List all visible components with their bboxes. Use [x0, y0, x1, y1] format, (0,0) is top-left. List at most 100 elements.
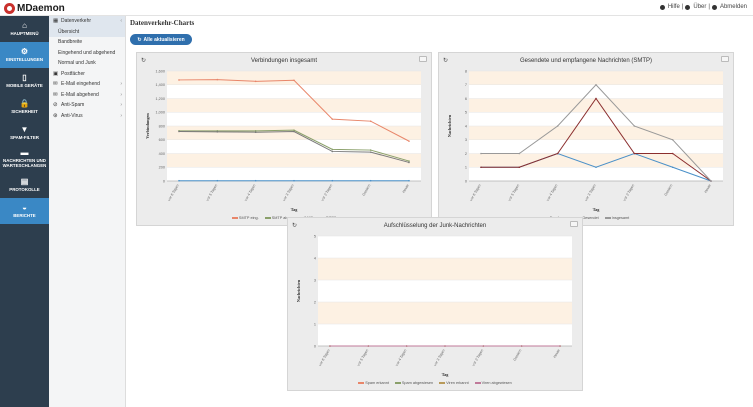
y-tick-label: 7: [465, 83, 467, 87]
data-point: [178, 79, 180, 81]
plot-area: [318, 236, 572, 346]
sub-nav-label: Datenverkehr: [61, 18, 92, 24]
sub-nav-item[interactable]: ▣ Postfächer: [49, 69, 125, 80]
data-point: [216, 78, 219, 81]
top-bar: MDaemon Hilfe | Über | Abmelden: [0, 0, 753, 16]
chart-menu-icon[interactable]: [721, 56, 729, 62]
legend-item[interactable]: Spam erkannt: [358, 381, 389, 385]
y-tick-label: 0: [163, 179, 165, 183]
data-point: [595, 97, 597, 100]
logout-link[interactable]: Abmelden: [719, 4, 747, 10]
x-tick-label: vor 5 Tagen: [507, 184, 520, 202]
legend-item[interactable]: Viren abgewiesen: [474, 381, 512, 385]
app-logo[interactable]: MDaemon: [4, 2, 65, 14]
data-point: [671, 138, 674, 141]
chart-refresh-icon[interactable]: ↻: [292, 223, 298, 229]
sub-nav-item[interactable]: Normal und Junk: [49, 58, 125, 69]
chevron-icon: ‹: [120, 18, 122, 24]
y-tick-label: 2: [465, 152, 467, 156]
chart-refresh-icon[interactable]: ↻: [443, 58, 449, 64]
brand-name: MDaemon: [17, 2, 65, 14]
help-icon: [659, 4, 665, 10]
legend-label: SMTP eing.: [238, 216, 259, 220]
grid-band: [167, 98, 421, 113]
data-point: [408, 160, 410, 162]
nav-item-gear[interactable]: ⚙ EINSTELLUNGEN: [0, 42, 49, 68]
x-tick-label: vor 2 Tagen: [471, 349, 484, 367]
data-point: [444, 345, 446, 347]
sub-nav-item[interactable]: ▦ Datenverkehr ‹: [49, 16, 125, 27]
legend-item[interactable]: Spam abgewiesen: [394, 381, 433, 385]
x-tick-label: vor 4 Tagen: [244, 184, 257, 202]
data-point: [710, 180, 712, 182]
nav-item-filter[interactable]: ▼ SPAM-FILTER: [0, 120, 49, 146]
refresh-all-button[interactable]: ↻ Alle aktualisieren: [130, 34, 192, 45]
data-point: [329, 345, 331, 347]
y-axis-label: Verbindungen: [145, 113, 150, 139]
legend-item[interactable]: Viren erkannt: [439, 381, 469, 385]
main-navigation: ⌂ HAUPTMENÜ ⚙ EINSTELLUNGEN ▯ MOBILE GERÄTE 🔒 S…: [0, 16, 49, 407]
data-point: [293, 130, 295, 133]
data-point: [369, 179, 372, 182]
data-point: [178, 130, 180, 133]
x-tick-label: vor 3 Tagen: [433, 349, 446, 367]
sub-nav-item[interactable]: ✉ E-Mail abgehend ›: [49, 90, 125, 101]
data-point: [254, 131, 257, 133]
x-tick-label: vor 5 Tagen: [205, 184, 218, 202]
data-point: [633, 125, 636, 127]
nav-item-dashboard[interactable]: ◒ BERICHTE: [0, 198, 49, 224]
chart-menu-icon[interactable]: [570, 221, 578, 227]
y-tick-label: 600: [159, 138, 165, 142]
legend-item[interactable]: Insgesamt: [604, 216, 629, 220]
x-tick-label: vor 3 Tagen: [282, 184, 295, 202]
grid-band: [167, 153, 421, 168]
sub-nav-label: Eingehend und abgehend: [58, 49, 116, 56]
about-link[interactable]: Über: [693, 4, 707, 10]
mdaemon-logo-icon: [4, 2, 15, 14]
x-tick-label: vor 6 Tagen: [167, 184, 180, 202]
sub-nav-label: Bandbreite: [58, 39, 83, 45]
legend-item[interactable]: SMTP abg.: [264, 216, 291, 220]
x-tick-label: vor 5 Tagen: [356, 349, 369, 367]
y-axis-label: Nachrichten: [447, 114, 452, 137]
y-tick-label: 4: [314, 256, 316, 260]
nav-item-label: SPAM-FILTER: [10, 134, 39, 140]
legend-item[interactable]: SMTP eing.: [231, 216, 259, 220]
grid-band: [318, 302, 572, 324]
chevron-icon: ›: [120, 102, 122, 108]
sub-nav-label: Normal und Junk: [58, 60, 96, 66]
y-tick-label: 1,400: [155, 83, 165, 87]
legend-swatch: [604, 217, 611, 219]
nav-item-mobile[interactable]: ▯ MOBILE GERÄTE: [0, 68, 49, 94]
sub-nav-item[interactable]: Übersicht: [49, 26, 125, 37]
sub-nav-item[interactable]: ⊘ Anti-Spam ›: [49, 100, 125, 111]
y-tick-label: 400: [159, 152, 165, 156]
grid-band: [167, 126, 421, 140]
y-tick-label: 6: [465, 97, 467, 101]
sub-nav-item[interactable]: Bandbreite: [49, 37, 125, 48]
x-tick-label: Gestern: [664, 184, 674, 197]
separator: |: [708, 4, 710, 10]
data-point: [595, 166, 597, 169]
data-point: [559, 345, 561, 347]
data-point: [331, 150, 334, 153]
nav-item-document[interactable]: ▤ PROTOKOLLE: [0, 172, 49, 198]
legend-swatch: [358, 382, 365, 384]
refresh-icon: ↻: [137, 36, 142, 43]
sub-nav-item[interactable]: Eingehend und abgehend: [49, 48, 125, 59]
chart-menu-icon[interactable]: [419, 56, 427, 62]
data-point: [556, 125, 559, 127]
sub-nav-item[interactable]: ✉ E-Mail eingehend ›: [49, 79, 125, 90]
help-link[interactable]: Hilfe: [667, 4, 680, 10]
chart-refresh-icon[interactable]: ↻: [141, 58, 147, 64]
nav-item-home[interactable]: ⌂ HAUPTMENÜ: [0, 16, 49, 42]
sub-nav-item[interactable]: ⊛ Anti-Virus ›: [49, 111, 125, 122]
nav-item-lock[interactable]: 🔒 SICHERHEIT: [0, 94, 49, 120]
legend-label: Viren abgewiesen: [481, 381, 512, 385]
nav-item-folder[interactable]: ▬ NACHRICHTEN UND WARTESCHLANGEN: [0, 146, 49, 172]
legend-swatch: [474, 382, 481, 384]
legend-label: Viren erkannt: [446, 381, 469, 385]
nav-item-label: BERICHTE: [13, 212, 36, 218]
data-point: [331, 179, 334, 182]
sub-nav-icon: ✉: [53, 91, 58, 98]
